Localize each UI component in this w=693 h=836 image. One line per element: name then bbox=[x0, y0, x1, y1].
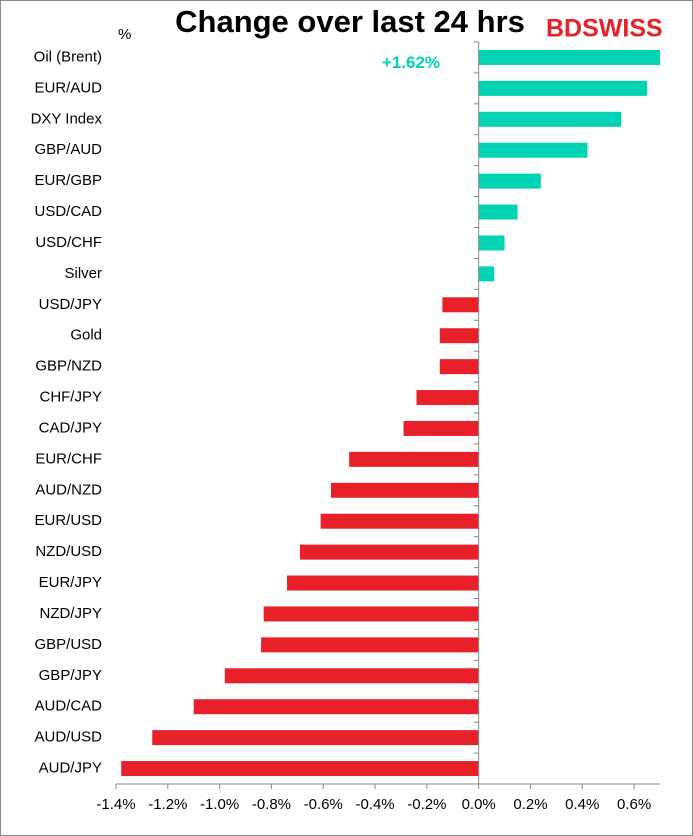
bar bbox=[478, 204, 518, 220]
bar bbox=[416, 390, 479, 406]
bar bbox=[320, 513, 479, 529]
category-label: USD/CAD bbox=[34, 203, 102, 220]
category-label: EUR/JPY bbox=[39, 574, 102, 591]
bar bbox=[478, 142, 588, 158]
bar bbox=[478, 111, 622, 127]
bar bbox=[193, 699, 479, 715]
plot bbox=[121, 49, 660, 777]
category-label: EUR/CHF bbox=[35, 450, 102, 467]
bar bbox=[286, 575, 479, 591]
x-tick-label: 0.6% bbox=[617, 796, 651, 813]
category-label: AUD/JPY bbox=[39, 760, 102, 777]
bar bbox=[331, 482, 479, 498]
x-tick-label: -0.6% bbox=[304, 796, 343, 813]
chart-title: Change over last 24 hrs bbox=[175, 4, 525, 39]
bar bbox=[478, 266, 495, 282]
category-label: EUR/GBP bbox=[34, 172, 102, 189]
bar bbox=[152, 730, 479, 746]
bar bbox=[439, 359, 479, 375]
bar bbox=[403, 420, 479, 436]
bar bbox=[478, 173, 541, 189]
category-label: GBP/JPY bbox=[39, 667, 102, 684]
category-label: NZD/JPY bbox=[39, 605, 102, 622]
category-label: USD/JPY bbox=[39, 296, 102, 313]
category-label: GBP/USD bbox=[34, 636, 102, 653]
x-tick-label: 0.4% bbox=[565, 796, 599, 813]
value-label: +1.62% bbox=[382, 53, 440, 72]
category-label: Silver bbox=[64, 265, 102, 282]
category-label: CHF/JPY bbox=[39, 389, 102, 406]
bar bbox=[261, 637, 479, 653]
unit-label: % bbox=[118, 26, 131, 43]
bar bbox=[478, 235, 505, 251]
bar bbox=[263, 606, 479, 622]
bar bbox=[442, 297, 479, 313]
category-label: EUR/USD bbox=[34, 512, 102, 529]
bar bbox=[478, 49, 660, 65]
bar bbox=[439, 328, 479, 344]
category-label: Gold bbox=[70, 327, 102, 344]
x-tick-label: -0.4% bbox=[355, 796, 394, 813]
category-label: EUR/AUD bbox=[34, 79, 102, 96]
x-tick-label: -1.2% bbox=[148, 796, 187, 813]
bar bbox=[224, 668, 479, 684]
x-tick-label: 0.0% bbox=[462, 796, 496, 813]
category-label: GBP/AUD bbox=[34, 141, 102, 158]
category-label: AUD/NZD bbox=[35, 481, 102, 498]
category-label: NZD/USD bbox=[35, 543, 102, 560]
category-label: CAD/JPY bbox=[39, 419, 102, 436]
logo: BDSWISS bbox=[546, 15, 663, 43]
category-label: Oil (Brent) bbox=[34, 48, 102, 65]
bar bbox=[478, 80, 648, 96]
bar bbox=[349, 451, 479, 467]
x-tick-label: -0.2% bbox=[407, 796, 446, 813]
x-tick-label: 0.2% bbox=[513, 796, 547, 813]
category-label: GBP/NZD bbox=[35, 358, 102, 375]
x-tick-label: -1.0% bbox=[200, 796, 239, 813]
category-label: AUD/CAD bbox=[34, 698, 102, 715]
category-label: AUD/USD bbox=[34, 729, 102, 746]
bar bbox=[299, 544, 479, 560]
x-tick-label: -0.8% bbox=[252, 796, 291, 813]
x-tick-label: -1.4% bbox=[96, 796, 135, 813]
bar bbox=[121, 761, 479, 777]
category-label: DXY Index bbox=[31, 110, 103, 127]
category-label: USD/CHF bbox=[35, 234, 102, 251]
